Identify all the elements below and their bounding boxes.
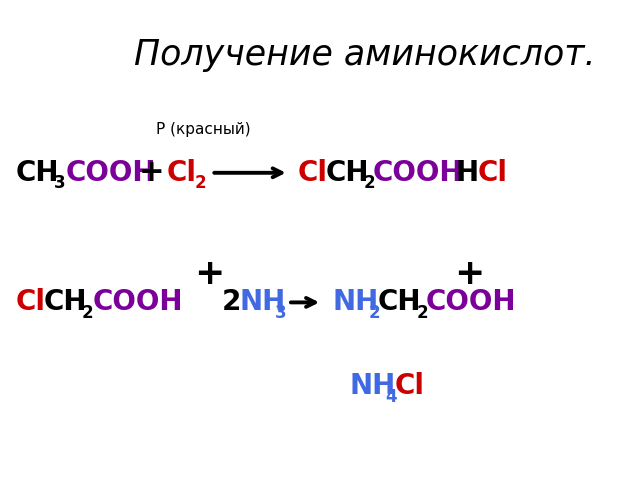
Text: Cl: Cl	[167, 159, 197, 187]
Text: NH: NH	[333, 288, 380, 316]
Text: COOH: COOH	[373, 159, 463, 187]
Text: 2: 2	[364, 174, 375, 192]
Text: CH: CH	[378, 288, 422, 316]
Text: 2: 2	[195, 174, 206, 192]
Text: +: +	[454, 257, 485, 290]
Text: Р (красный): Р (красный)	[156, 122, 251, 137]
Text: Cl: Cl	[477, 159, 508, 187]
Text: +: +	[138, 158, 164, 187]
Text: CH: CH	[15, 159, 59, 187]
Text: 2: 2	[82, 304, 93, 322]
Text: 2: 2	[416, 304, 428, 322]
Text: COOH: COOH	[66, 159, 156, 187]
Text: 3: 3	[54, 174, 65, 192]
Text: Cl: Cl	[15, 288, 45, 316]
Text: Cl: Cl	[395, 372, 425, 400]
Text: 2: 2	[222, 288, 241, 316]
Text: COOH: COOH	[92, 288, 183, 316]
Text: NH: NH	[239, 288, 285, 316]
Text: +: +	[195, 257, 225, 290]
Text: COOH: COOH	[426, 288, 516, 316]
Text: H: H	[456, 159, 479, 187]
Text: Получение аминокислот.: Получение аминокислот.	[134, 38, 595, 72]
Text: 3: 3	[275, 304, 286, 322]
Text: CH: CH	[44, 288, 87, 316]
Text: Cl: Cl	[298, 159, 328, 187]
Text: NH: NH	[349, 372, 396, 400]
Text: CH: CH	[326, 159, 369, 187]
Text: 4: 4	[385, 388, 397, 406]
Text: 2: 2	[368, 304, 380, 322]
